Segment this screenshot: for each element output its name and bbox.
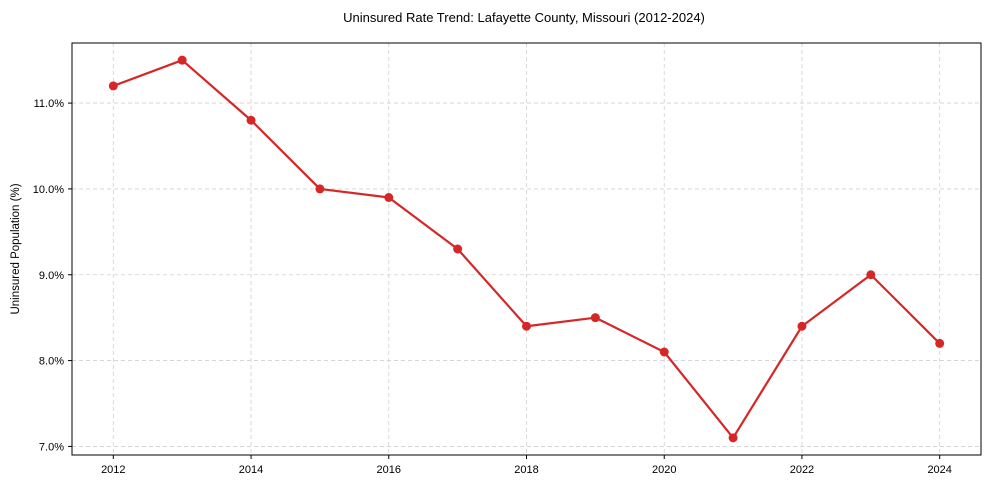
- grid-lines: [72, 43, 981, 455]
- y-tick-label: 7.0%: [39, 441, 64, 453]
- x-tick-label: 2016: [377, 464, 401, 476]
- y-axis-label: Uninsured Population (%): [10, 183, 22, 314]
- y-tick-label: 9.0%: [39, 270, 64, 282]
- data-point-marker: [246, 115, 256, 125]
- data-point-marker: [797, 321, 807, 331]
- x-tick-label: 2018: [514, 464, 538, 476]
- y-tick-label: 10.0%: [33, 184, 64, 196]
- x-tick-label: 2012: [101, 464, 125, 476]
- data-point-marker: [659, 347, 669, 357]
- data-point-marker: [522, 321, 531, 331]
- y-axis: 7.0% 8.0% 9.0% 10.0% 11.0%: [33, 98, 72, 453]
- data-point-marker: [315, 184, 325, 194]
- x-axis: 2012 2014 2016 2018 2020 2022 2024: [101, 455, 952, 476]
- data-point-marker: [866, 270, 876, 280]
- x-tick-label: 2014: [239, 464, 263, 476]
- data-point-marker: [728, 433, 738, 443]
- data-point-marker: [590, 313, 600, 323]
- data-point-marker: [384, 193, 394, 202]
- data-point-marker: [108, 81, 118, 91]
- x-tick-label: 2024: [927, 464, 951, 476]
- y-tick-label: 11.0%: [34, 98, 65, 110]
- series-uninsured-rate: [108, 55, 945, 443]
- data-point-marker: [177, 55, 187, 65]
- data-point-marker: [453, 244, 463, 254]
- data-point-marker: [935, 338, 945, 348]
- chart-title: Uninsured Rate Trend: Lafayette County, …: [343, 10, 705, 25]
- y-tick-label: 8.0%: [39, 356, 64, 368]
- x-tick-label: 2022: [790, 464, 814, 476]
- x-tick-label: 2020: [652, 464, 676, 476]
